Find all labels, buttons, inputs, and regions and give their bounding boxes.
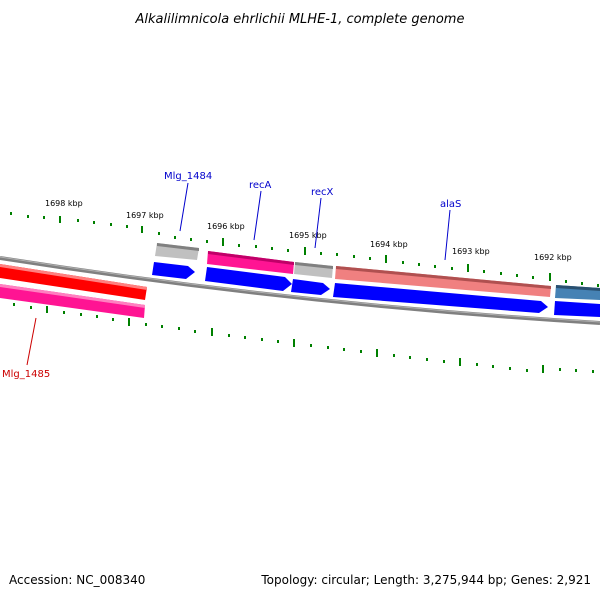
gene-red-feature <box>0 264 147 300</box>
genome-backbone-highlight <box>0 256 600 323</box>
tick-label: 1696 kbp <box>207 222 245 231</box>
leader-mlg1485 <box>26 317 37 366</box>
cds-arrow-mlg1484 <box>152 262 195 279</box>
outer-tick-row <box>10 212 599 287</box>
leader-alaS <box>444 209 451 261</box>
leader-recX <box>314 197 322 249</box>
leader-recA <box>253 190 262 241</box>
gene-recA-feature <box>207 251 294 274</box>
tick-labels: 1698 kbp 1697 kbp 1696 kbp 1695 kbp 1694… <box>45 199 572 262</box>
gene-red-feature-shade <box>0 264 147 290</box>
gene-steelblue-shade <box>556 285 600 291</box>
inner-tick-row <box>13 303 594 373</box>
gene-recX-shade <box>295 262 333 269</box>
cds-arrow-recX <box>291 279 330 295</box>
gene-label-recA: recA <box>249 180 272 191</box>
genome-summary-text: Topology: circular; Length: 3,275,944 bp… <box>261 573 591 587</box>
gene-mlg1485-feature <box>0 284 145 318</box>
tick-label: 1694 kbp <box>370 240 408 249</box>
gene-mlg1485-shade <box>0 284 145 308</box>
gene-mlg1484-shade <box>157 243 199 251</box>
tick-label: 1697 kbp <box>126 211 164 220</box>
leader-mlg1484 <box>179 182 189 232</box>
gene-label-recX: recX <box>311 187 334 198</box>
tick-label: 1693 kbp <box>452 247 490 256</box>
gene-label-mlg1484: Mlg_1484 <box>164 171 212 182</box>
gene-label-alaS: alaS <box>440 199 461 210</box>
tick-label: 1692 kbp <box>534 253 572 262</box>
accession-text: Accession: NC_008340 <box>9 573 146 587</box>
label-leaders <box>26 182 451 366</box>
gene-label-mlg1485: Mlg_1485 <box>2 369 50 380</box>
tick-label: 1698 kbp <box>45 199 83 208</box>
map-title: Alkalilimnicola ehrlichii MLHE-1, comple… <box>135 12 465 27</box>
outer-feature-track <box>0 243 600 300</box>
cds-arrow-recA <box>205 267 292 291</box>
inner-feature-track <box>0 262 600 318</box>
gene-labels: Mlg_1484 recA recX alaS Mlg_1485 <box>2 171 461 380</box>
cds-arrow-alaS <box>333 283 548 313</box>
gene-alaS-shade <box>336 266 551 289</box>
genome-backbone <box>0 256 600 325</box>
tick-label: 1695 kbp <box>289 231 327 240</box>
cds-arrow-right-edge <box>554 301 600 317</box>
gene-recA-shade <box>208 251 294 265</box>
